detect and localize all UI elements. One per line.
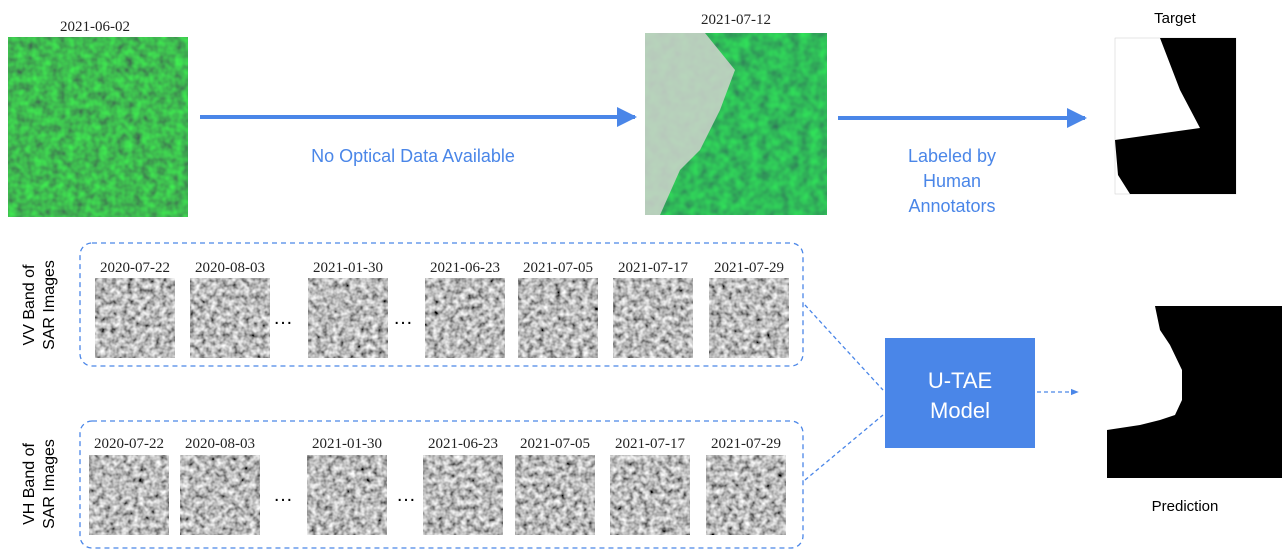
band-label: VV Band of xyxy=(21,264,38,346)
band-label: VH Band of xyxy=(21,443,38,525)
date: 2021-07-05 xyxy=(520,436,590,452)
date: 2021-07-29 xyxy=(711,436,781,452)
date: 2021-07-17 xyxy=(618,260,688,276)
date: 2021-07-05 xyxy=(523,260,593,276)
date: 2020-08-03 xyxy=(195,260,265,276)
sar-image xyxy=(515,455,595,535)
sar-image xyxy=(706,455,786,535)
date: 2021-07-29 xyxy=(714,260,784,276)
sar-image xyxy=(425,278,505,358)
diagram: 2021-06-02 2021-07-12 No Optical Data Av… xyxy=(0,0,1282,551)
model-label: Model xyxy=(930,398,990,423)
sar-image xyxy=(89,455,169,535)
prediction-label: Prediction xyxy=(1152,498,1219,515)
ellipsis: … xyxy=(393,307,413,329)
sar-image xyxy=(95,278,175,358)
optical-image xyxy=(8,37,188,217)
date: 2020-07-22 xyxy=(94,436,164,452)
date: 2021-06-23 xyxy=(430,260,500,276)
model-label: U-TAE xyxy=(928,368,992,393)
sar-image xyxy=(613,278,693,358)
model-box xyxy=(885,338,1035,448)
sar-image xyxy=(190,278,270,358)
sar-image xyxy=(180,455,260,535)
ellipsis: … xyxy=(396,484,416,506)
arrow-label: Human xyxy=(923,171,981,191)
sar-image xyxy=(518,278,598,358)
sar-image xyxy=(423,455,503,535)
sar-image xyxy=(610,455,690,535)
sar-image xyxy=(308,278,388,358)
date: 2021-01-30 xyxy=(313,260,383,276)
sar-image xyxy=(709,278,789,358)
band-label: SAR Images xyxy=(41,260,58,350)
date: 2021-06-02 xyxy=(60,19,130,35)
ellipsis: … xyxy=(273,484,293,506)
ellipsis: … xyxy=(273,307,293,329)
date: 2021-06-23 xyxy=(428,436,498,452)
sar-image xyxy=(307,455,387,535)
band-label: SAR Images xyxy=(41,439,58,529)
arrow-label: Annotators xyxy=(908,196,995,216)
date: 2021-01-30 xyxy=(312,436,382,452)
arrow-label: No Optical Data Available xyxy=(311,146,515,166)
arrow-label: Labeled by xyxy=(908,146,996,166)
target-label: Target xyxy=(1154,10,1197,27)
date: 2020-07-22 xyxy=(100,260,170,276)
date: 2021-07-12 xyxy=(701,12,771,28)
date: 2020-08-03 xyxy=(185,436,255,452)
date: 2021-07-17 xyxy=(615,436,685,452)
